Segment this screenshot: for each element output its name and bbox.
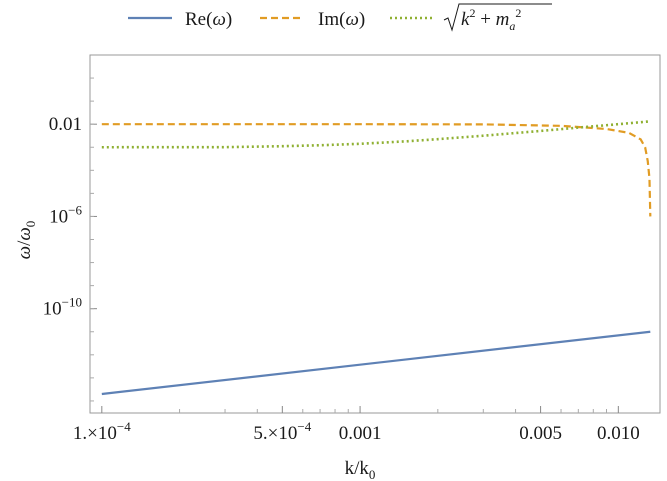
x-tick-label: 0.005 (519, 423, 562, 444)
svg-text:k2 + ma2: k2 + ma2 (461, 6, 521, 33)
y-tick-label: 10−6 (49, 202, 82, 227)
series-line-2 (101, 120, 651, 149)
x-axis-ticks: 1.×10−4 5.×10−4 0.001 0.005 0.010 (73, 406, 640, 444)
legend-label-re: Re(ω) (185, 9, 232, 30)
y-axis-label: ω/ω0 (14, 221, 38, 260)
legend-entry-im: Im(ω) (260, 9, 365, 30)
series-line-0 (101, 330, 651, 396)
legend-label-sqrt: k2 + ma2 (443, 3, 552, 33)
x-tick-label: 0.001 (339, 423, 382, 444)
legend-entry-sqrt: k2 + ma2 (390, 3, 552, 33)
legend: Re(ω) Im(ω) k2 + ma2 (128, 3, 552, 33)
series-layer (101, 120, 652, 396)
plot-frame (89, 54, 661, 414)
x-axis-label: k/k0 (345, 458, 376, 481)
y-tick-label: 0.01 (49, 114, 82, 135)
x-tick-label: 5.×10−4 (253, 419, 311, 444)
series-line-1 (101, 123, 652, 217)
y-axis-ticks: 0.01 10−6 10−10 (43, 77, 97, 402)
legend-entry-re: Re(ω) (128, 9, 232, 30)
x-tick-label: 1.×10−4 (73, 419, 131, 444)
y-tick-label: 10−10 (43, 295, 82, 320)
x-tick-label: 0.010 (597, 423, 640, 444)
legend-label-im: Im(ω) (318, 9, 365, 30)
